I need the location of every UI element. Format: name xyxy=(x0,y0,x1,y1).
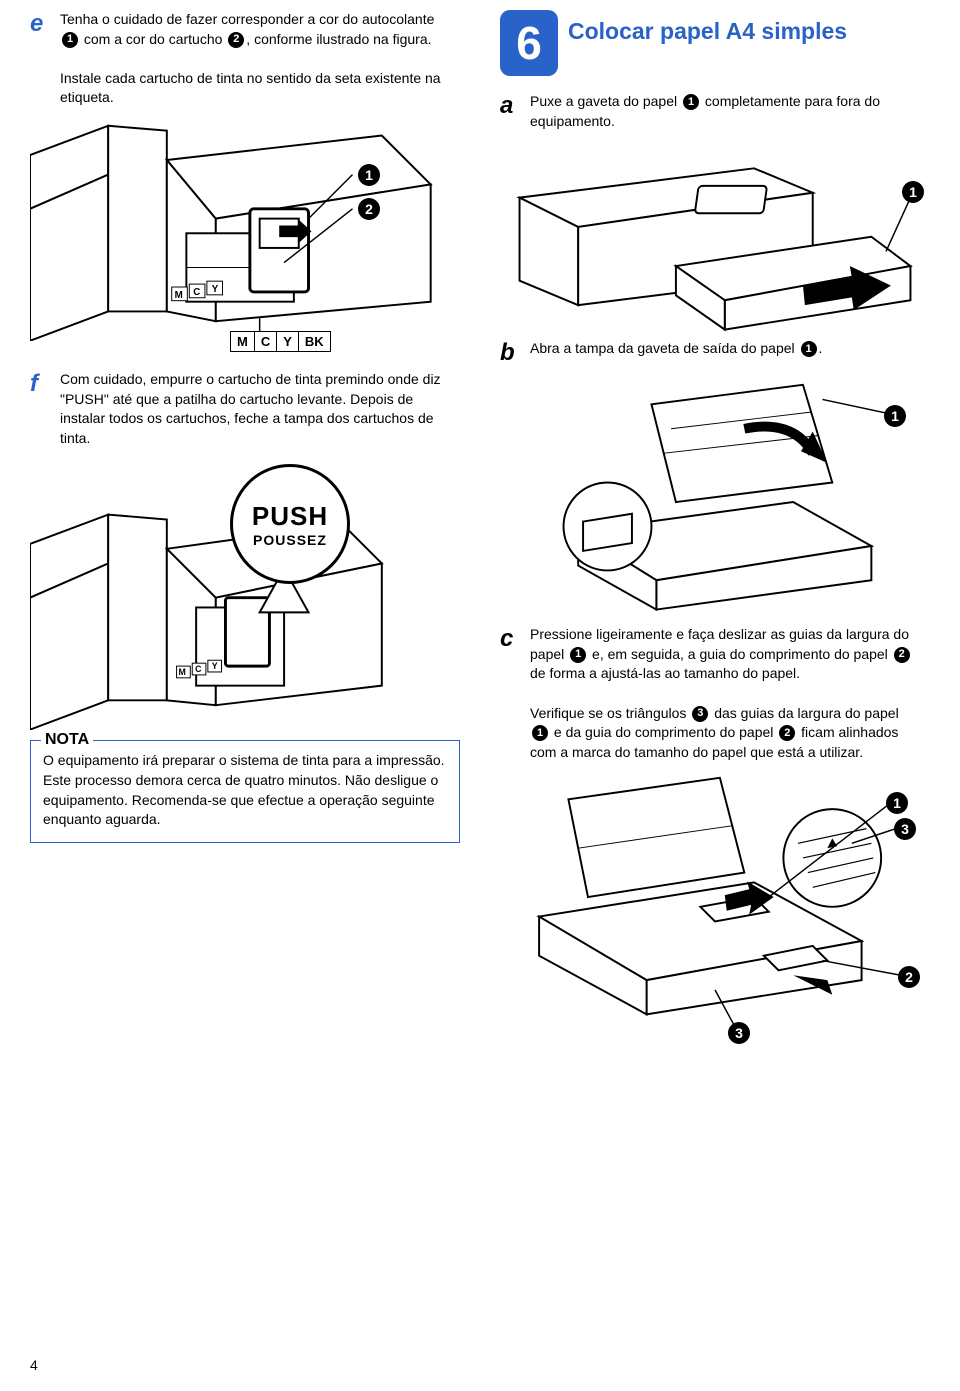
svg-text:C: C xyxy=(195,664,202,674)
nota-box: NOTA O equipamento irá preparar o sistem… xyxy=(30,740,460,842)
nota-text: O equipamento irá preparar o sistema de … xyxy=(43,752,445,827)
callout-1: 1 xyxy=(358,164,380,186)
c-p2a: Verifique se os triângulos xyxy=(530,705,690,721)
svg-text:Y: Y xyxy=(212,661,218,671)
step-f: f Com cuidado, empurre o cartucho de tin… xyxy=(30,370,460,448)
step-b-text: Abra a tampa da gaveta de saída do papel… xyxy=(530,339,920,359)
inline-ref-b1: 1 xyxy=(801,341,817,357)
illustration-tray-pull: 1 xyxy=(500,139,930,339)
inline-ref-c1b: 1 xyxy=(532,725,548,741)
illustration-guides: 1 3 2 3 xyxy=(500,770,930,1050)
tag-c: C xyxy=(255,332,277,351)
push-label: PUSH xyxy=(252,501,328,532)
illustration-push: M C Y PUSH POUSSEZ xyxy=(30,456,460,736)
illustration-tray-open: 1 xyxy=(500,375,930,625)
inline-ref-1: 1 xyxy=(62,32,78,48)
step-letter-f: f xyxy=(30,370,60,398)
guides-svg xyxy=(500,770,930,1044)
callout-2: 2 xyxy=(358,198,380,220)
step-e-part2: com a cor do cartucho xyxy=(80,31,226,47)
tag-box-wrap: M C Y BK xyxy=(230,331,331,352)
illustration-cartridge-insert: M C Y 1 2 M C Y BK xyxy=(30,116,460,346)
step-e-line2: Instale cada cartucho de tinta no sentid… xyxy=(60,70,441,106)
tag-m: M xyxy=(231,332,255,351)
color-tag-box: M C Y BK xyxy=(230,331,331,352)
inline-ref-c2: 2 xyxy=(894,647,910,663)
tag-bk: BK xyxy=(299,332,330,351)
step-c-text: Pressione ligeiramente e faça deslizar a… xyxy=(530,625,920,762)
step-e-part1: Tenha o cuidado de fazer corresponder a … xyxy=(60,11,434,27)
step-a: a Puxe a gaveta do papel 1 completamente… xyxy=(500,92,930,131)
poussez-label: POUSSEZ xyxy=(253,532,327,548)
inline-ref-c3: 3 xyxy=(692,706,708,722)
section-title: Colocar papel A4 simples xyxy=(568,18,847,45)
step-number-box: 6 xyxy=(500,10,558,76)
nota-title: NOTA xyxy=(41,729,93,751)
inline-ref-c1: 1 xyxy=(570,647,586,663)
c-p1b: e, em seguida, a guia do comprimento do … xyxy=(588,646,892,662)
c-p2c: e da guia do comprimento do papel xyxy=(550,724,777,740)
tray-open-svg xyxy=(500,375,930,619)
step-e: e Tenha o cuidado de fazer corresponder … xyxy=(30,10,460,108)
c-p1c: de forma a ajustá-las ao tamanho do pape… xyxy=(530,665,800,681)
page-number: 4 xyxy=(30,1357,38,1373)
step-b-t2: . xyxy=(819,340,823,356)
svg-text:C: C xyxy=(193,287,200,298)
svg-text:Y: Y xyxy=(212,284,219,295)
section-header: 6 Colocar papel A4 simples xyxy=(500,10,930,76)
step-e-text: Tenha o cuidado de fazer corresponder a … xyxy=(60,10,450,108)
step-f-text: Com cuidado, empurre o cartucho de tinta… xyxy=(60,370,450,448)
inline-ref-2: 2 xyxy=(228,32,244,48)
step-e-part3: , conforme ilustrado na figura. xyxy=(246,31,431,47)
step-a-t1: Puxe a gaveta do papel xyxy=(530,93,681,109)
cartridge-svg: M C Y xyxy=(30,116,460,341)
push-bubble: PUSH POUSSEZ xyxy=(230,464,350,584)
inline-ref-a1: 1 xyxy=(683,94,699,110)
step-letter-b: b xyxy=(500,339,530,367)
tray-pull-svg xyxy=(500,139,930,334)
step-letter-e: e xyxy=(30,10,60,38)
tag-y: Y xyxy=(277,332,299,351)
step-b: b Abra a tampa da gaveta de saída do pap… xyxy=(500,339,930,367)
step-b-t1: Abra a tampa da gaveta de saída do papel xyxy=(530,340,799,356)
inline-ref-c2b: 2 xyxy=(779,725,795,741)
step-a-text: Puxe a gaveta do papel 1 completamente p… xyxy=(530,92,920,131)
step-letter-a: a xyxy=(500,92,530,120)
svg-text:M: M xyxy=(179,667,186,677)
c-p2b: das guias da largura do papel xyxy=(710,705,898,721)
step-c: c Pressione ligeiramente e faça deslizar… xyxy=(500,625,930,762)
svg-text:M: M xyxy=(175,290,183,301)
step-letter-c: c xyxy=(500,625,530,653)
